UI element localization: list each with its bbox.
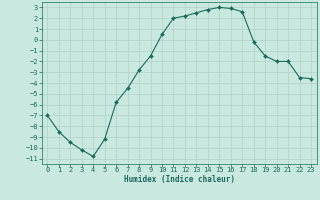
X-axis label: Humidex (Indice chaleur): Humidex (Indice chaleur) bbox=[124, 175, 235, 184]
